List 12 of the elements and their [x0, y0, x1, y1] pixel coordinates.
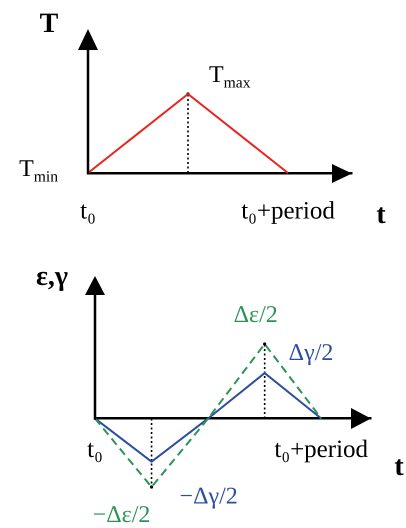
x-tick-label: t₀ — [87, 436, 103, 464]
x-axis-title: t — [376, 199, 386, 230]
y-axis-title: ε,γ — [36, 261, 68, 292]
annotation: Δγ/2 — [288, 340, 334, 366]
text: −Δε/2 — [92, 502, 150, 528]
x-tick-label: t₀+period — [241, 198, 336, 225]
x-tick-label: t₀+period — [274, 436, 369, 464]
y-axis-title: T — [40, 8, 59, 39]
annotation: −Δγ/2 — [180, 484, 238, 510]
x-tick-label: t₀ — [80, 198, 96, 225]
x-axis-title: t — [394, 451, 404, 482]
text: Δε/2 — [234, 302, 278, 328]
